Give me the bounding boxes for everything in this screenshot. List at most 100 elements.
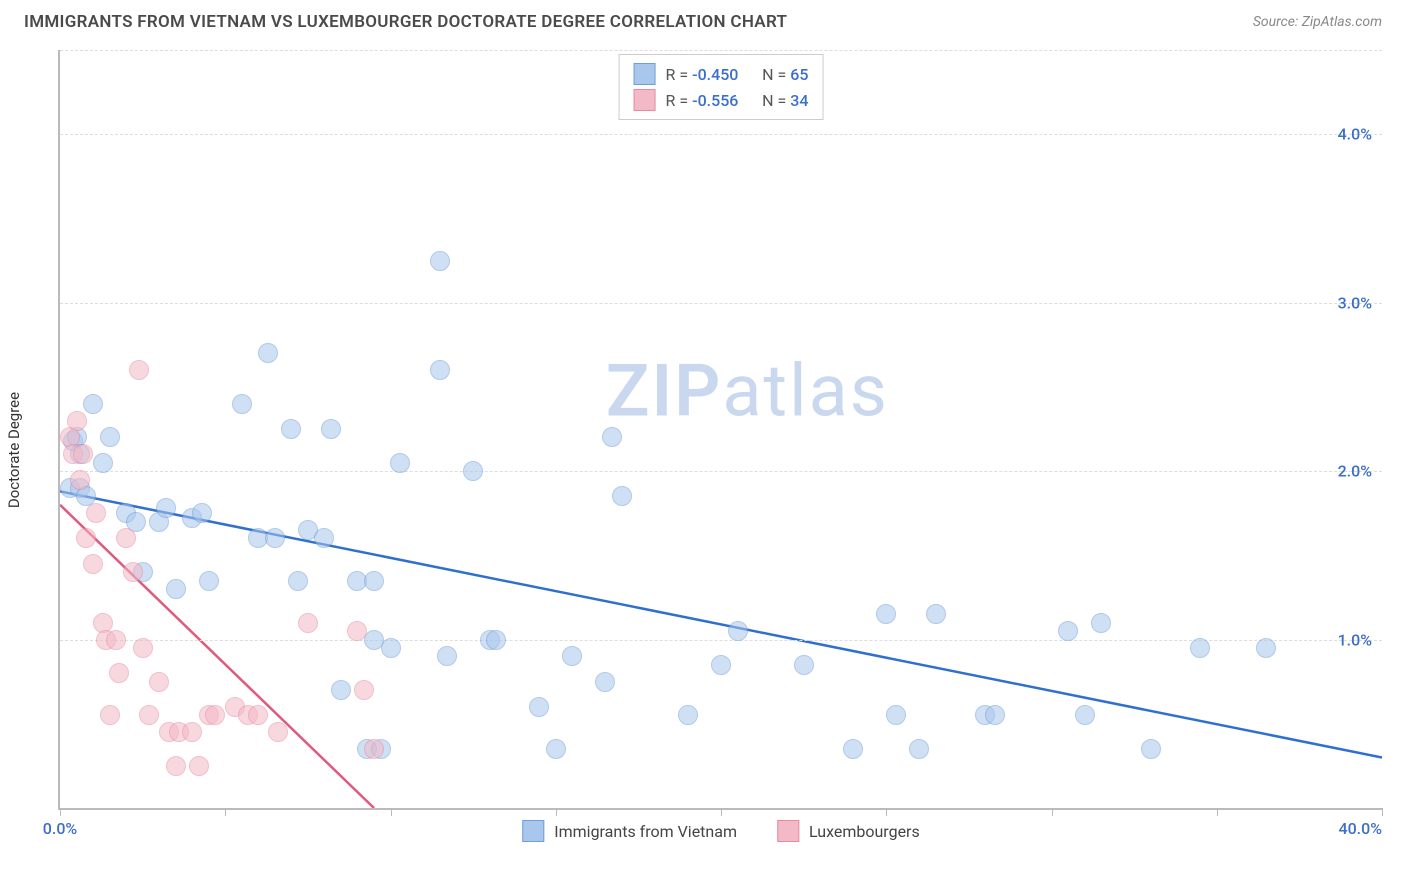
data-point: [886, 705, 906, 725]
x-tick: [1052, 808, 1053, 816]
data-point: [331, 680, 351, 700]
data-point: [909, 739, 929, 759]
chart-area: Doctorate Degree ZIPatlas R = -0.450 N =…: [24, 40, 1382, 860]
data-point: [166, 579, 186, 599]
data-point: [1190, 638, 1210, 658]
data-point: [562, 646, 582, 666]
series-legend: Immigrants from Vietnam Luxembourgers: [522, 820, 919, 842]
data-point: [189, 756, 209, 776]
data-point: [129, 360, 149, 380]
legend-item-series-2: Luxembourgers: [777, 820, 920, 842]
data-point: [347, 621, 367, 641]
data-point: [794, 655, 814, 675]
data-point: [876, 604, 896, 624]
data-point: [364, 571, 384, 591]
x-tick: [721, 808, 722, 816]
chart-title: IMMIGRANTS FROM VIETNAM VS LUXEMBOURGER …: [24, 12, 787, 32]
data-point: [70, 470, 90, 490]
data-point: [430, 360, 450, 380]
y-axis-label: Doctorate Degree: [5, 392, 23, 508]
data-point: [182, 722, 202, 742]
y-tick-label: 3.0%: [1338, 293, 1372, 312]
data-point: [1141, 739, 1161, 759]
data-point: [381, 638, 401, 658]
data-point: [612, 486, 632, 506]
chart-source: Source: ZipAtlas.com: [1253, 14, 1382, 30]
plot-region: ZIPatlas R = -0.450 N = 65 R = -0.556 N …: [58, 50, 1382, 810]
data-point: [298, 613, 318, 633]
legend-item-series-1: Immigrants from Vietnam: [522, 820, 737, 842]
data-point: [354, 680, 374, 700]
data-point: [268, 722, 288, 742]
data-point: [321, 419, 341, 439]
data-point: [116, 528, 136, 548]
data-point: [529, 697, 549, 717]
data-point: [192, 503, 212, 523]
y-tick-label: 2.0%: [1338, 462, 1372, 481]
data-point: [205, 705, 225, 725]
gridline: [60, 303, 1382, 304]
data-point: [100, 427, 120, 447]
data-point: [486, 630, 506, 650]
data-point: [100, 705, 120, 725]
gridline: [60, 471, 1382, 472]
data-point: [86, 503, 106, 523]
swatch-series-2: [634, 89, 656, 111]
stats-row-series-2: R = -0.556 N = 34: [634, 87, 809, 113]
data-point: [83, 394, 103, 414]
data-point: [711, 655, 731, 675]
data-point: [1091, 613, 1111, 633]
data-point: [843, 739, 863, 759]
data-point: [314, 528, 334, 548]
data-point: [595, 672, 615, 692]
stats-row-series-1: R = -0.450 N = 65: [634, 61, 809, 87]
data-point: [602, 427, 622, 447]
x-tick-label-right: 40.0%: [1338, 819, 1382, 838]
data-point: [258, 343, 278, 363]
data-point: [364, 739, 384, 759]
data-point: [156, 498, 176, 518]
y-tick-label: 4.0%: [1338, 125, 1372, 144]
x-tick: [391, 808, 392, 816]
data-point: [199, 571, 219, 591]
gridline: [60, 640, 1382, 641]
data-point: [123, 562, 143, 582]
swatch-series-1: [634, 63, 656, 85]
data-point: [926, 604, 946, 624]
data-point: [139, 705, 159, 725]
gridline: [60, 134, 1382, 135]
x-tick: [556, 808, 557, 816]
swatch-series-2-bottom: [777, 820, 799, 842]
x-tick: [1217, 808, 1218, 816]
trend-lines: [60, 50, 1382, 808]
data-point: [133, 638, 153, 658]
data-point: [1058, 621, 1078, 641]
x-tick: [60, 808, 61, 816]
data-point: [106, 630, 126, 650]
x-tick-label-left: 0.0%: [43, 819, 77, 838]
data-point: [437, 646, 457, 666]
data-point: [232, 394, 252, 414]
data-point: [248, 705, 268, 725]
data-point: [728, 621, 748, 641]
x-tick: [225, 808, 226, 816]
chart-header: IMMIGRANTS FROM VIETNAM VS LUXEMBOURGER …: [0, 0, 1406, 40]
y-tick-label: 1.0%: [1338, 630, 1372, 649]
data-point: [265, 528, 285, 548]
data-point: [463, 461, 483, 481]
data-point: [281, 419, 301, 439]
data-point: [1256, 638, 1276, 658]
data-point: [288, 571, 308, 591]
x-tick: [1382, 808, 1383, 816]
stats-legend: R = -0.450 N = 65 R = -0.556 N = 34: [619, 54, 824, 120]
data-point: [93, 453, 113, 473]
data-point: [985, 705, 1005, 725]
watermark: ZIPatlas: [606, 349, 889, 434]
data-point: [109, 663, 129, 683]
data-point: [1075, 705, 1095, 725]
data-point: [390, 453, 410, 473]
data-point: [67, 411, 87, 431]
data-point: [149, 672, 169, 692]
swatch-series-1-bottom: [522, 820, 544, 842]
data-point: [166, 756, 186, 776]
